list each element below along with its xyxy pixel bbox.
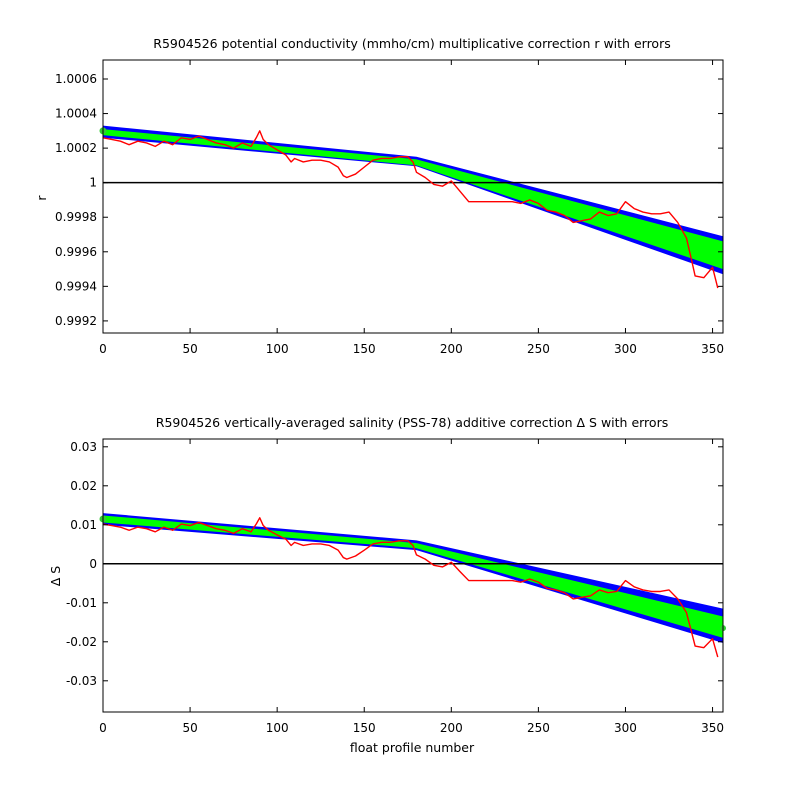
y-axis-label: r [34, 195, 49, 201]
x-tick-label: 350 [701, 721, 724, 735]
plot-area [103, 513, 723, 658]
x-tick-label: 250 [527, 342, 550, 356]
x-tick-label: 100 [266, 721, 289, 735]
error-band-outer [103, 513, 723, 643]
y-tick-label: 0.9994 [55, 279, 97, 293]
series-line [103, 130, 719, 289]
x-tick-label: 50 [182, 721, 197, 735]
y-tick-label: 1.0006 [55, 72, 97, 86]
plot-area [103, 125, 723, 289]
chart-title: R5904526 vertically-averaged salinity (P… [156, 415, 668, 430]
x-tick-label: 200 [440, 342, 463, 356]
y-tick-label: 0.9992 [55, 314, 97, 328]
error-band-outer [103, 125, 723, 275]
x-tick-label: 0 [99, 342, 107, 356]
y-tick-label: 0.02 [70, 479, 97, 493]
x-tick-label: 100 [266, 342, 289, 356]
chart-top-r-correction: R5904526 potential conductivity (mmho/cm… [34, 36, 724, 356]
chart-title: R5904526 potential conductivity (mmho/cm… [153, 36, 670, 51]
y-tick-label: 0.9998 [55, 210, 97, 224]
series-line [103, 517, 719, 658]
x-tick-label: 0 [99, 721, 107, 735]
y-tick-label: 0.03 [70, 440, 97, 454]
chart-bottom-salinity-correction: R5904526 vertically-averaged salinity (P… [48, 415, 726, 755]
y-tick-label: -0.01 [66, 596, 97, 610]
y-axis-label: Δ S [48, 566, 63, 587]
error-band-inner [103, 515, 723, 638]
x-tick-label: 50 [182, 342, 197, 356]
plot-frame [102, 438, 724, 713]
y-tick-label: 0 [89, 557, 97, 571]
x-axis-label: float profile number [350, 740, 475, 755]
x-tick-label: 300 [614, 342, 637, 356]
x-tick-label: 200 [440, 721, 463, 735]
x-tick-label: 300 [614, 721, 637, 735]
error-band-inner [103, 129, 723, 270]
y-tick-label: 0.9996 [55, 245, 97, 259]
y-tick-label: 1.0004 [55, 107, 97, 121]
y-tick-label: -0.02 [66, 635, 97, 649]
y-tick-label: 1 [89, 176, 97, 190]
y-tick-label: 1.0002 [55, 141, 97, 155]
x-tick-label: 350 [701, 342, 724, 356]
x-tick-label: 150 [353, 721, 376, 735]
y-tick-label: -0.03 [66, 674, 97, 688]
plot-frame [102, 59, 724, 334]
x-tick-label: 150 [353, 342, 376, 356]
y-tick-label: 0.01 [70, 518, 97, 532]
x-tick-label: 250 [527, 721, 550, 735]
